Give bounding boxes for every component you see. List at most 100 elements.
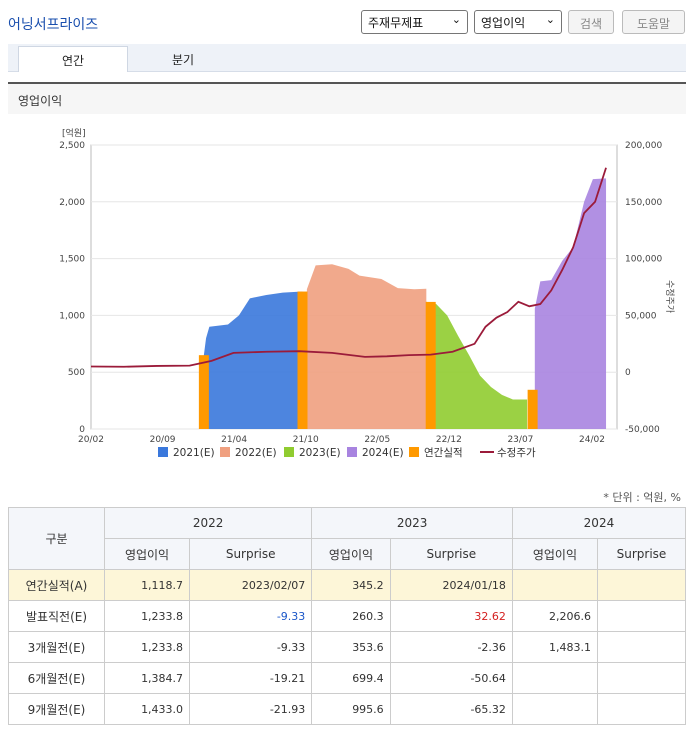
right-tick-label: 50,000 xyxy=(625,311,657,321)
sub-header: Surprise xyxy=(596,538,687,570)
price-line xyxy=(90,167,607,368)
row-label: 6개월전(E) xyxy=(8,662,105,694)
top-bar: 어닝서프라이즈 주재무제표 ⌄ 영업이익 ⌄ 검색 도움말 xyxy=(0,0,693,44)
table-row: 3개월전(E) 1,233.8 -9.33 353.6 -2.36 1,483.1 xyxy=(8,631,687,663)
right-tick-label: 0 xyxy=(625,368,631,378)
table-cell: 995.6 xyxy=(311,693,391,725)
left-tick-label: 2,500 xyxy=(59,141,85,151)
legend-label: 2021(E) xyxy=(173,447,215,459)
x-tick-label: 21/04 xyxy=(221,435,247,445)
table-cell: 2,206.6 xyxy=(511,600,598,632)
row-label: 발표직전(E) xyxy=(8,600,105,632)
help-button[interactable]: 도움말 xyxy=(622,10,685,34)
table-cell: 1,384.7 xyxy=(103,662,191,694)
chart-areas xyxy=(203,178,607,429)
table-row: 6개월전(E) 1,384.7 -19.21 699.4 -50.64 xyxy=(8,662,687,694)
x-tick-label: 21/10 xyxy=(293,435,319,445)
sub-header: Surprise xyxy=(189,538,313,570)
actual-bar xyxy=(425,301,436,429)
table-cell: -19.21 xyxy=(189,662,313,694)
legend-swatch xyxy=(409,447,419,457)
left-tick-label: 0 xyxy=(79,425,85,435)
table-cell: 260.3 xyxy=(311,600,391,632)
table-header-label: 구분 xyxy=(8,507,105,570)
row-label: 연간실적(A) xyxy=(8,569,105,601)
company-title: 어닝서프라이즈 xyxy=(8,17,99,33)
chart-price-line xyxy=(90,167,607,368)
left-axis-label: [억원] xyxy=(62,127,86,139)
legend-swatch xyxy=(158,447,168,457)
chevron-down-icon: ⌄ xyxy=(545,13,555,26)
actual-bar xyxy=(198,355,209,429)
legend-label: 2024(E) xyxy=(362,447,404,459)
estimate-area-2022(E) xyxy=(306,264,427,429)
statement-select-value: 주재무제표 xyxy=(368,16,424,30)
table-cell: -9.33 xyxy=(189,600,313,632)
table-cell: 1,483.1 xyxy=(511,631,598,663)
legend-label: 2022(E) xyxy=(235,447,277,459)
right-tick-label: 150,000 xyxy=(625,198,662,208)
table-cell: 1,233.8 xyxy=(103,600,191,632)
actual-bar xyxy=(527,389,538,429)
statement-select[interactable]: 주재무제표 ⌄ xyxy=(361,10,468,34)
table-row: 연간실적(A) 1,118.7 2023/02/07 345.2 2024/01/18 xyxy=(8,569,687,601)
table-cell: 1,433.0 xyxy=(103,693,191,725)
estimate-area-2023(E) xyxy=(426,301,528,429)
legend-swatch xyxy=(220,447,230,457)
table-cell xyxy=(596,569,687,601)
period-tabs: 연간 분기 xyxy=(8,44,686,72)
estimate-area-2024(E) xyxy=(534,178,607,429)
table-cell: 2024/01/18 xyxy=(389,569,513,601)
table-cell: 353.6 xyxy=(311,631,391,663)
row-label: 9개월전(E) xyxy=(8,693,105,725)
item-select[interactable]: 영업이익 ⌄ xyxy=(474,10,562,34)
x-tick-label: 23/07 xyxy=(507,435,533,445)
sub-header: 영업이익 xyxy=(103,538,191,570)
table-cell xyxy=(511,662,598,694)
left-tick-label: 2,000 xyxy=(59,198,85,208)
x-tick-label: 20/02 xyxy=(78,435,104,445)
table-cell xyxy=(511,569,598,601)
chart-legend: 2021(E) 2022(E) 2023(E) 2024(E) 연간실적 수정주가 xyxy=(158,447,536,459)
right-tick-label: -50,000 xyxy=(625,425,660,435)
year-header: 2022 xyxy=(103,507,313,539)
table-cell: 1,118.7 xyxy=(103,569,191,601)
section-title: 영업이익 xyxy=(8,82,686,114)
chart-axes: 2,500 2,000 1,500 1,000 500 0 200,000 150,000 10… xyxy=(59,127,675,445)
tab-quarterly[interactable]: 분기 xyxy=(171,53,195,67)
year-header: 2024 xyxy=(511,507,687,539)
item-select-value: 영업이익 xyxy=(481,16,526,30)
table-cell: -50.64 xyxy=(389,662,513,694)
estimate-area-2021(E) xyxy=(203,291,303,429)
sub-header: Surprise xyxy=(389,538,513,570)
table-cell: 699.4 xyxy=(311,662,391,694)
legend-label: 2023(E) xyxy=(299,447,341,459)
table-cell xyxy=(511,693,598,725)
legend-swatch xyxy=(347,447,357,457)
left-tick-label: 500 xyxy=(68,368,85,378)
sub-header: 영업이익 xyxy=(511,538,598,570)
table-cell xyxy=(596,631,687,663)
x-tick-label: 22/05 xyxy=(364,435,390,445)
table-row: 발표직전(E) 1,233.8 -9.33 260.3 32.62 2,206.6 xyxy=(8,600,687,632)
x-tick-label: 24/02 xyxy=(579,435,605,445)
table-cell xyxy=(596,600,687,632)
chevron-down-icon: ⌄ xyxy=(451,13,461,26)
year-header: 2023 xyxy=(311,507,513,539)
table-cell: -65.32 xyxy=(389,693,513,725)
unit-note: * 단위 : 억원, % xyxy=(603,491,681,504)
chart-actual-bars xyxy=(198,291,538,429)
right-tick-label: 200,000 xyxy=(625,141,662,151)
sub-header: 영업이익 xyxy=(311,538,391,570)
x-tick-label: 22/12 xyxy=(436,435,462,445)
search-button[interactable]: 검색 xyxy=(568,10,614,34)
tab-annual[interactable]: 연간 xyxy=(18,46,128,72)
table-cell: 32.62 xyxy=(389,600,513,632)
table-cell xyxy=(596,693,687,725)
left-tick-label: 1,500 xyxy=(59,255,85,265)
table-cell: 1,233.8 xyxy=(103,631,191,663)
table-row: 9개월전(E) 1,433.0 -21.93 995.6 -65.32 xyxy=(8,693,687,725)
row-label: 3개월전(E) xyxy=(8,631,105,663)
right-axis-label: 수정주가 xyxy=(664,280,675,313)
right-tick-label: 100,000 xyxy=(625,255,662,265)
